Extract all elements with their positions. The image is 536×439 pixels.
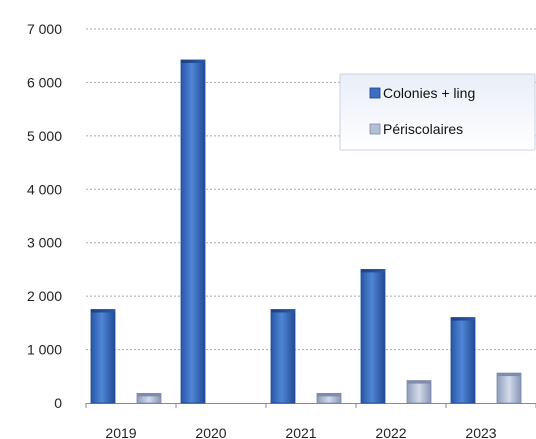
y-tick-label: 3 000 (27, 235, 62, 251)
x-tick-label: 2022 (375, 425, 406, 439)
bar-top-edge (271, 309, 295, 313)
bar-top-edge (451, 317, 475, 321)
y-tick-label: 4 000 (27, 181, 62, 197)
bar-colonies (360, 269, 386, 404)
x-axis: 2019 2020 2021 2022 2023 (85, 403, 536, 439)
legend-swatch-colonies (369, 87, 381, 99)
bar-periscolaires (406, 380, 432, 404)
bar-top-edge (497, 373, 521, 377)
y-axis: 0 1 000 2 000 3 000 4 000 5 000 6 000 7 000 (27, 21, 62, 411)
bar-colonies (270, 309, 296, 404)
y-tick-label: 7 000 (27, 21, 62, 37)
x-tick-label: 2023 (465, 425, 496, 439)
y-tick-label: 2 000 (27, 288, 62, 304)
bar-top-edge (91, 309, 115, 313)
bar-colonies (450, 317, 476, 404)
x-tick-label: 2021 (285, 425, 316, 439)
y-tick-label: 5 000 (27, 128, 62, 144)
bar-top-edge (361, 269, 385, 273)
y-tick-label: 0 (54, 395, 62, 411)
legend: Colonies + ling Périscolaires (339, 73, 536, 151)
bar-top-edge (407, 380, 431, 384)
y-tick-label: 1 000 (27, 342, 62, 358)
bar-top-edge (137, 393, 161, 397)
x-tick-label: 2019 (105, 425, 136, 439)
gridlines (86, 28, 536, 351)
y-tick-label: 6 000 (27, 74, 62, 90)
legend-label-periscolaires: Périscolaires (383, 121, 463, 137)
bar-periscolaires (496, 372, 522, 404)
bar-colonies (180, 59, 206, 404)
legend-swatch-periscolaires (369, 123, 381, 135)
legend-label-colonies: Colonies + ling (383, 85, 475, 101)
bar-top-edge (317, 393, 341, 397)
bar-top-edge (181, 59, 205, 63)
bars (90, 59, 522, 404)
legend-box (339, 73, 536, 151)
x-tick-label: 2020 (195, 425, 226, 439)
bar-colonies (90, 309, 116, 404)
